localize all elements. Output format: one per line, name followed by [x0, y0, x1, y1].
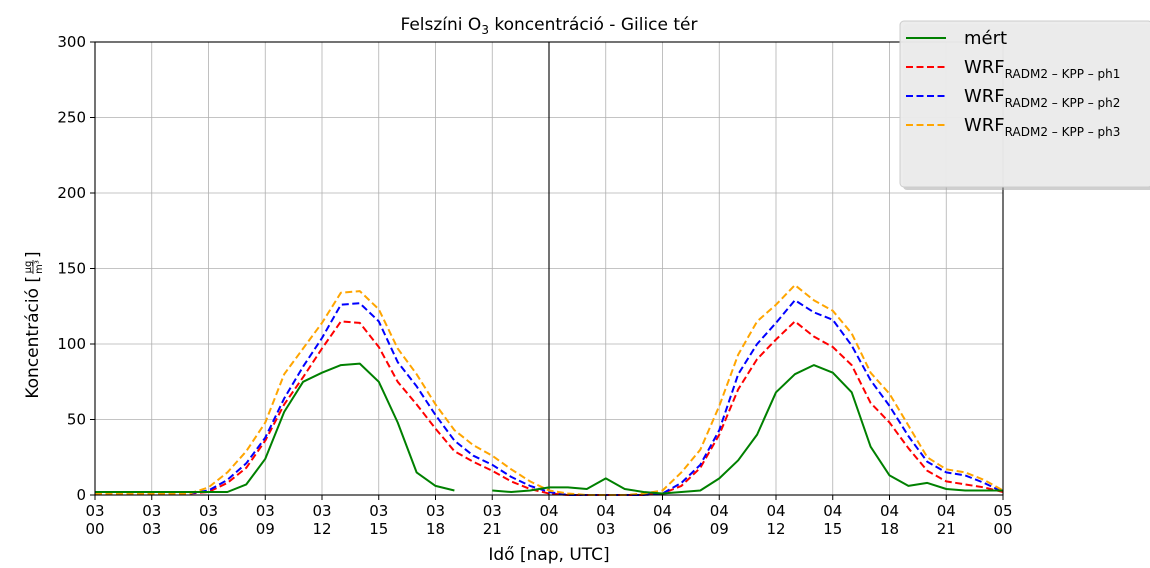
legend-label: mért — [964, 28, 1007, 49]
series-line — [95, 284, 1004, 496]
legend: mért WRFRADM2 – KPP – ph1 WRFRADM2 – KPP –… — [899, 20, 1150, 190]
y-tick-label: 300 — [57, 33, 86, 51]
series-wrf-ph2 — [95, 299, 1004, 496]
x-tick-label-day: 03 — [426, 502, 445, 520]
y-tick-label: 150 — [57, 260, 86, 278]
x-tick-label-hour: 21 — [483, 520, 502, 538]
x-tick-label-day: 03 — [369, 502, 388, 520]
x-tick-label-hour: 12 — [766, 520, 785, 538]
series-layer — [95, 284, 1004, 496]
x-tick-label-day: 03 — [199, 502, 218, 520]
y-axis-label-denominator: m³ — [34, 260, 45, 274]
x-tick-label-day: 04 — [596, 502, 615, 520]
x-tick-label-hour: 15 — [823, 520, 842, 538]
y-axis-label-numerator: µg — [23, 261, 34, 274]
series-wrf-ph1 — [95, 320, 1004, 496]
x-tick-label-day: 04 — [653, 502, 672, 520]
series-line — [95, 362, 1003, 495]
y-tick-label: 100 — [57, 335, 86, 353]
legend-label-subscript: RADM2 – KPP – ph2 — [1005, 96, 1121, 110]
y-tick-label: 200 — [57, 184, 86, 202]
chart-title: Felszíni O3 koncentráció - Gilice tér — [400, 15, 697, 37]
x-tick-label-day: 03 — [142, 502, 161, 520]
x-tick-label-day: 04 — [766, 502, 785, 520]
y-axis-label: Koncentráció [ µg m³ ] — [23, 251, 45, 398]
x-tick-label-hour: 21 — [937, 520, 956, 538]
series-mert — [95, 362, 1003, 495]
x-tick-label-day: 04 — [937, 502, 956, 520]
series-wrf-ph3 — [95, 284, 1004, 496]
legend-label: WRFRADM2 – KPP – ph1 — [964, 57, 1120, 81]
chart-title-rest: koncentráció - Gilice tér — [489, 15, 698, 35]
x-tick-label-hour: 09 — [710, 520, 729, 538]
x-tick-label-day: 04 — [710, 502, 729, 520]
x-tick-label-hour: 00 — [993, 520, 1012, 538]
x-tick-label-day: 05 — [993, 502, 1012, 520]
y-tick-label: 250 — [57, 109, 86, 127]
x-tick-label-hour: 18 — [880, 520, 899, 538]
series-line — [95, 320, 1004, 496]
legend-label-subscript: RADM2 – KPP – ph3 — [1005, 125, 1121, 139]
legend-label-subscript: RADM2 – KPP – ph1 — [1005, 67, 1121, 81]
x-tick-label-day: 04 — [539, 502, 558, 520]
x-tick-label-day: 03 — [85, 502, 104, 520]
y-axis-ticks: 0 50 100 150 200 250 300 — [57, 33, 95, 504]
x-tick-label-day: 03 — [256, 502, 275, 520]
y-tick-label: 0 — [76, 486, 86, 504]
x-tick-label-hour: 03 — [142, 520, 161, 538]
x-tick-label-day: 04 — [880, 502, 899, 520]
x-tick-label-hour: 15 — [369, 520, 388, 538]
legend-label: WRFRADM2 – KPP – ph2 — [964, 86, 1120, 110]
x-tick-label-hour: 03 — [596, 520, 615, 538]
y-axis-label-main: Koncentráció [ — [23, 276, 43, 399]
x-tick-label-hour: 12 — [312, 520, 331, 538]
x-tick-label-day: 04 — [823, 502, 842, 520]
y-axis-label-close: ] — [23, 251, 43, 258]
x-tick-label-hour: 09 — [256, 520, 275, 538]
x-tick-label-hour: 18 — [426, 520, 445, 538]
series-line — [95, 299, 1004, 496]
x-axis-ticks: 0300030303060309031203150318032104000403… — [85, 495, 1013, 538]
x-tick-label-hour: 00 — [539, 520, 558, 538]
x-tick-label-day: 03 — [312, 502, 331, 520]
x-tick-label-hour: 06 — [653, 520, 672, 538]
legend-label: WRFRADM2 – KPP – ph3 — [964, 115, 1120, 139]
x-axis-label: Idő [nap, UTC] — [488, 545, 609, 565]
x-tick-label-day: 03 — [483, 502, 502, 520]
x-tick-label-hour: 00 — [85, 520, 104, 538]
y-tick-label: 50 — [67, 411, 86, 429]
legend-box — [899, 20, 1150, 188]
chart-title-subscript: 3 — [481, 23, 489, 37]
x-tick-label-hour: 06 — [199, 520, 218, 538]
